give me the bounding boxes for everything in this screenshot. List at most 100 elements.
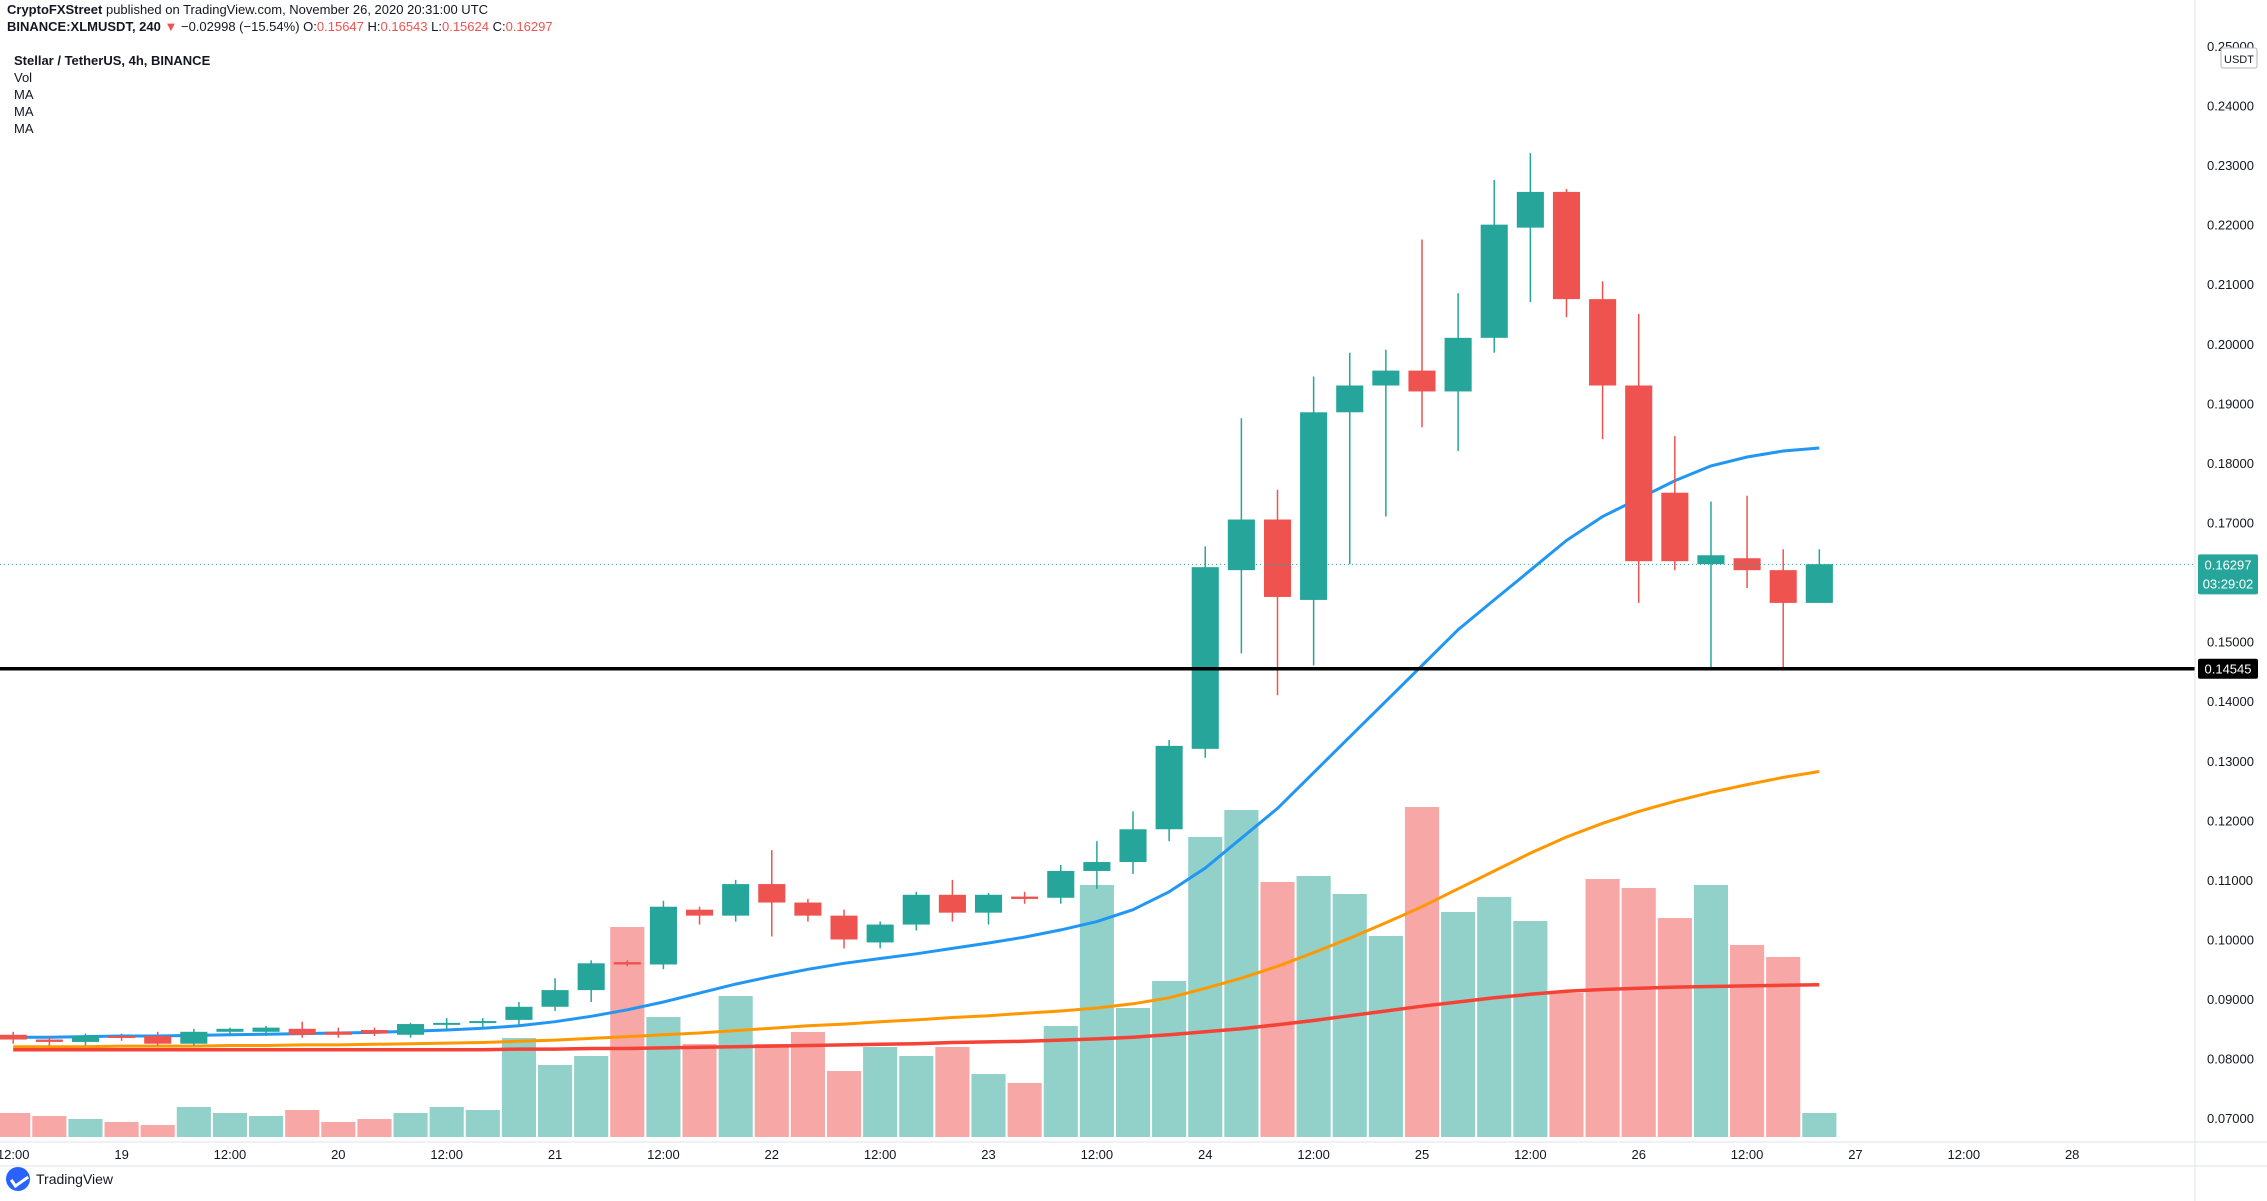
candle-body xyxy=(1336,385,1364,413)
candle-body xyxy=(1589,299,1617,386)
candle-body xyxy=(1155,745,1183,830)
legend-item-ma-2[interactable]: MA xyxy=(14,104,34,119)
y-tick-label: 0.18000 xyxy=(2207,456,2254,471)
x-tick-label: 12:00 xyxy=(1948,1147,1981,1162)
candle-body xyxy=(1191,567,1219,749)
volume-bar xyxy=(501,1038,536,1137)
volume-bar xyxy=(1693,885,1729,1137)
candle-body xyxy=(722,884,750,916)
volume-bar xyxy=(1152,981,1187,1137)
change-arrow-icon: ▼ xyxy=(164,19,178,34)
open-label: O: xyxy=(303,19,317,34)
volume-bar xyxy=(212,1113,248,1137)
volume-bar xyxy=(1621,888,1656,1137)
volume-bar xyxy=(754,1044,789,1137)
volume-bar xyxy=(357,1119,392,1137)
candle-body xyxy=(613,962,641,965)
candle-body xyxy=(397,1024,425,1035)
volume-bar xyxy=(610,927,645,1137)
high-value: 0.16543 xyxy=(380,19,428,34)
candle-body xyxy=(1227,519,1255,571)
moving-averages xyxy=(13,446,1820,1052)
x-tick-label: 12:00 xyxy=(0,1147,29,1162)
volume-bar xyxy=(1368,936,1403,1137)
candle-body xyxy=(1805,564,1833,603)
last-price-tag xyxy=(2198,554,2258,595)
candle-body xyxy=(1661,492,1689,562)
candle-body xyxy=(288,1028,316,1035)
y-tick-label: 0.22000 xyxy=(2207,218,2254,233)
candle-body xyxy=(433,1022,461,1025)
candle-body xyxy=(1011,896,1039,899)
legend-item-ma-3[interactable]: MA xyxy=(14,121,34,136)
candle-body xyxy=(216,1028,244,1032)
x-tick-label: 12:00 xyxy=(1514,1147,1547,1162)
candle-body xyxy=(1119,829,1147,863)
volume-bar xyxy=(393,1113,428,1137)
support-tag-label: 0.14545 xyxy=(2205,662,2252,677)
ma-line xyxy=(13,982,1820,1052)
volume-bar xyxy=(249,1116,284,1137)
x-tick-label: 12:00 xyxy=(1731,1147,1764,1162)
legend-title: Stellar / TetherUS, 4h, BINANCE xyxy=(14,53,211,68)
ohlc-line: BINANCE:XLMUSDT, 240 ▼ −0.02998 (−15.54%… xyxy=(7,19,553,35)
close-label: C: xyxy=(492,19,506,34)
candle-body xyxy=(144,1035,172,1044)
volume-bar xyxy=(429,1107,464,1137)
y-axis-labels: 0.07000 0.08000 0.09000 0.10000 0.11000 0.120… xyxy=(2207,39,2254,1126)
y-tick-label: 0.10000 xyxy=(2207,932,2254,947)
volume-bar xyxy=(682,1044,717,1137)
y-tick-label: 0.23000 xyxy=(2207,158,2254,173)
volume-bar xyxy=(790,1032,825,1137)
volume-bar xyxy=(718,996,753,1137)
ma-line xyxy=(13,446,1820,1039)
candle-body xyxy=(1480,224,1508,338)
volume-bar xyxy=(285,1110,320,1137)
candle-body xyxy=(685,909,714,916)
tradingview-brand: TradingView xyxy=(36,1171,114,1187)
x-tick-label: 21 xyxy=(548,1147,562,1162)
volume-bar xyxy=(1115,1008,1151,1137)
candle-body xyxy=(758,884,786,903)
volume-bar xyxy=(1079,885,1114,1137)
publish-info: published on TradingView.com, November 2… xyxy=(102,2,489,17)
author-name[interactable]: CryptoFXStreet xyxy=(7,2,103,17)
volume-bar xyxy=(537,1065,573,1137)
low-value: 0.15624 xyxy=(441,19,489,34)
x-tick-label: 23 xyxy=(981,1147,995,1162)
candle-body xyxy=(1083,862,1111,871)
symbol-label: BINANCE:XLMUSDT, 240 xyxy=(7,19,161,34)
legend-item-vol[interactable]: Vol xyxy=(14,70,33,85)
candle-body xyxy=(1263,519,1292,597)
y-tick-label: 0.13000 xyxy=(2207,754,2254,769)
x-tick-label: 20 xyxy=(331,1147,345,1162)
volume-bar xyxy=(32,1116,67,1137)
currency-badge: USDT xyxy=(2220,47,2258,69)
x-tick-label: 12:00 xyxy=(214,1147,247,1162)
volume-bar xyxy=(1404,807,1440,1137)
x-tick-label: 12:00 xyxy=(1297,1147,1330,1162)
y-tick-label: 0.15000 xyxy=(2207,635,2254,650)
x-tick-label: 12:00 xyxy=(430,1147,463,1162)
candle-body xyxy=(108,1035,136,1038)
candle-body xyxy=(1444,337,1472,392)
candle-body xyxy=(1733,558,1761,571)
volume-bar xyxy=(1007,1083,1042,1137)
candle-body xyxy=(902,894,930,925)
volume-bar xyxy=(176,1107,211,1137)
candle-body xyxy=(1372,370,1400,386)
y-tick-label: 0.07000 xyxy=(2207,1111,2254,1126)
candle-body xyxy=(324,1031,352,1035)
volume-bar xyxy=(899,1056,934,1137)
candle-body xyxy=(0,1034,27,1040)
candle-body xyxy=(1300,412,1328,600)
volume-bar xyxy=(1043,1026,1078,1137)
volume-bars xyxy=(0,807,1837,1137)
x-tick-label: 12:00 xyxy=(864,1147,897,1162)
x-tick-label: 25 xyxy=(1415,1147,1429,1162)
countdown-label: 03:29:02 xyxy=(2203,576,2254,591)
price-tags: 0.14545 0.16297 03:29:02 xyxy=(2198,554,2258,679)
tradingview-logo[interactable]: TradingView xyxy=(6,1167,113,1191)
legend-item-ma-1[interactable]: MA xyxy=(14,87,34,102)
